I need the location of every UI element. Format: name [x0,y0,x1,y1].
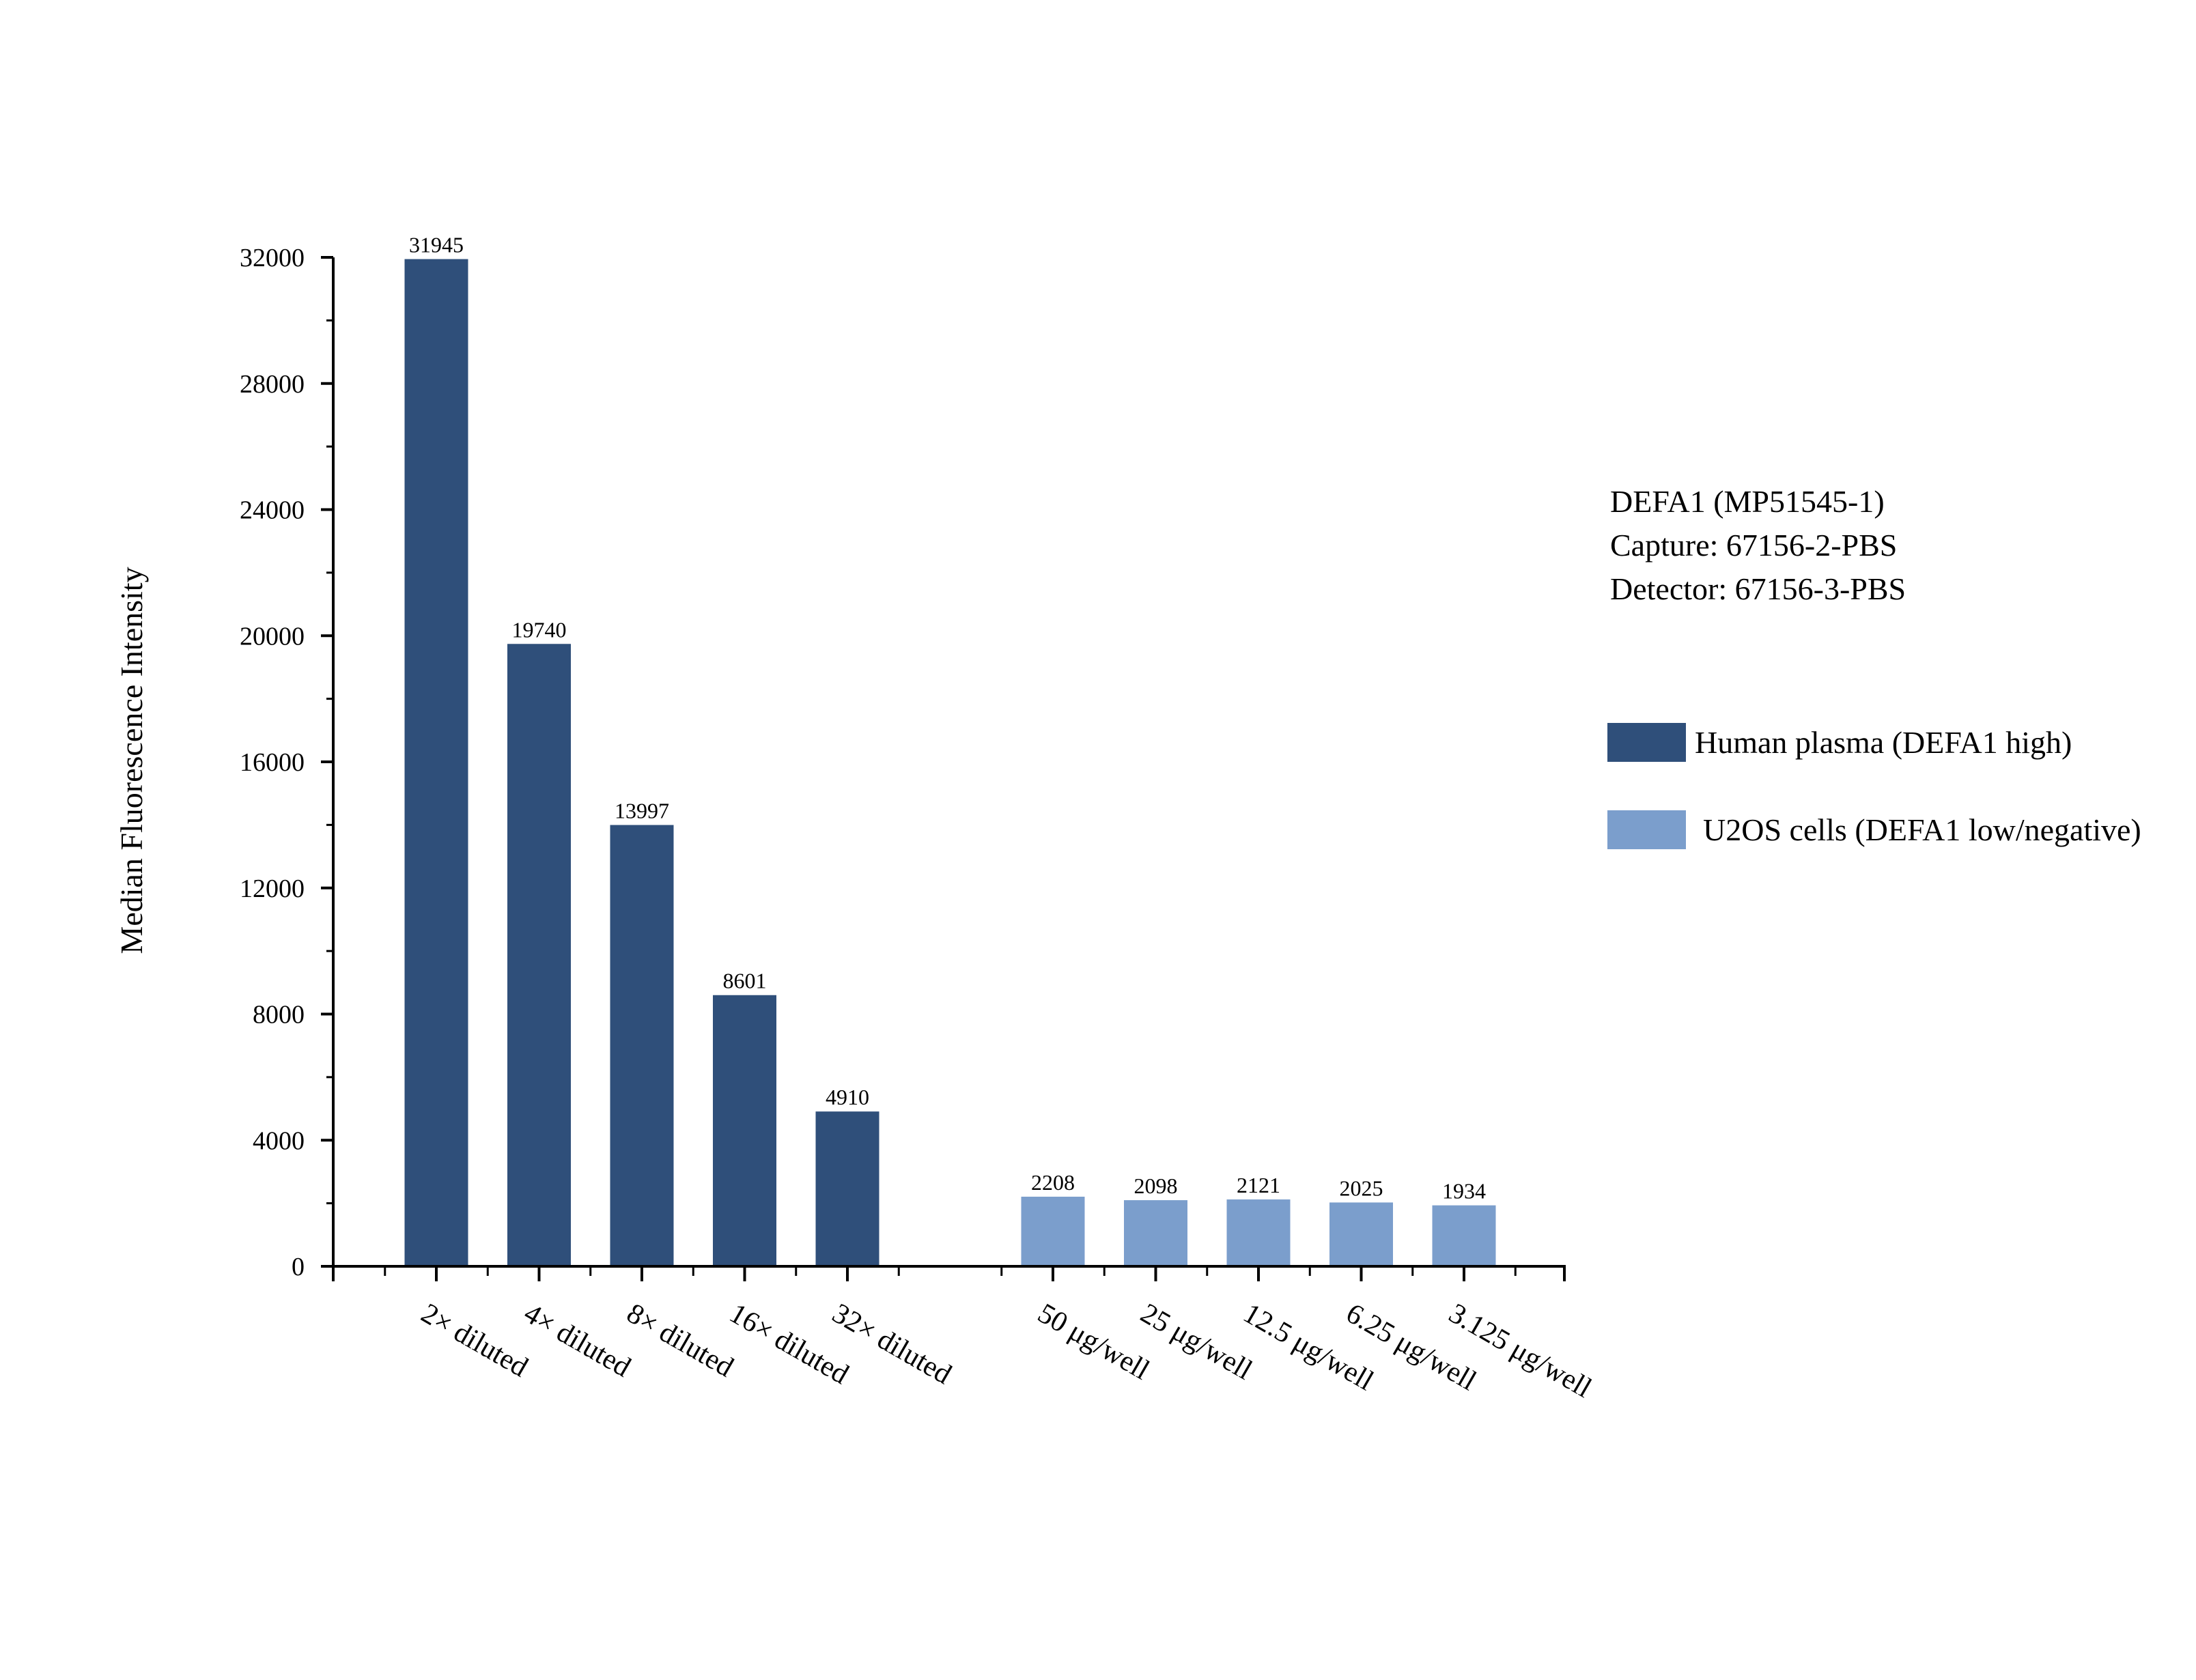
legend-swatch-human-plasma [1607,723,1686,762]
bar-value-label: 19740 [512,617,567,642]
y-axis-title: Median Fluorescence Intensity [114,567,149,954]
bar-value-label: 2208 [1031,1170,1075,1195]
bar-value-label: 4910 [826,1085,869,1109]
category-label: 4× diluted [519,1298,636,1384]
bar-value-label: 31945 [409,233,464,257]
legend-label-u2os-cells: U2OS cells (DEFA1 low/negative) [1703,812,2141,847]
y-tick-label: 16000 [240,748,305,777]
data-labels: 31945 19740 13997 8601 4910 2208 2098 2121 2025 1… [409,233,1486,1204]
bar-value-label: 1934 [1442,1179,1486,1204]
y-tick-label: 0 [292,1253,305,1281]
bar [1226,1199,1291,1266]
y-tick-label: 32000 [240,244,305,272]
legend-label-human-plasma: Human plasma (DEFA1 high) [1695,725,2072,760]
bar-value-label: 2098 [1134,1173,1178,1198]
legend-swatch-u2os-cells [1607,810,1686,849]
category-label: 50 μg/well [1032,1298,1155,1386]
bars [404,259,1496,1267]
bar [1329,1202,1393,1266]
bar-value-label: 13997 [615,799,669,823]
bar [507,644,571,1266]
category-label: 32× diluted [827,1298,957,1391]
y-tick-label: 12000 [240,874,305,903]
bar [713,995,776,1266]
annotation-line-2: Capture: 67156-2-PBS [1610,528,1897,563]
bar [1432,1205,1496,1266]
y-tick-label: 20000 [240,622,305,651]
y-tick-label: 24000 [240,496,305,525]
annotation-line-1: DEFA1 (MP51545-1) [1610,484,1885,519]
y-axis-ticks: 0 4000 8000 12000 16000 20000 24000 28000 32000 [240,244,333,1281]
category-label: 25 μg/well [1136,1298,1258,1386]
legend: Human plasma (DEFA1 high) U2OS cells (DE… [1607,723,2141,849]
annotation-line-3: Detector: 67156-3-PBS [1610,571,1906,606]
category-label: 2× diluted [416,1298,533,1384]
bar [1021,1197,1085,1266]
y-tick-label: 8000 [253,1001,305,1029]
bar [404,259,468,1267]
bar-value-label: 2025 [1340,1176,1383,1200]
bar [610,825,674,1266]
bar [815,1111,879,1266]
bar-value-label: 2121 [1237,1173,1280,1197]
x-axis-ticks [332,1266,1566,1281]
bar-value-label: 8601 [723,969,767,993]
category-label: 8× diluted [621,1298,739,1384]
y-tick-label: 4000 [253,1126,305,1155]
chart-annotation: DEFA1 (MP51545-1) Capture: 67156-2-PBS D… [1610,484,1906,606]
bar [1124,1200,1187,1266]
y-tick-label: 28000 [240,370,305,399]
